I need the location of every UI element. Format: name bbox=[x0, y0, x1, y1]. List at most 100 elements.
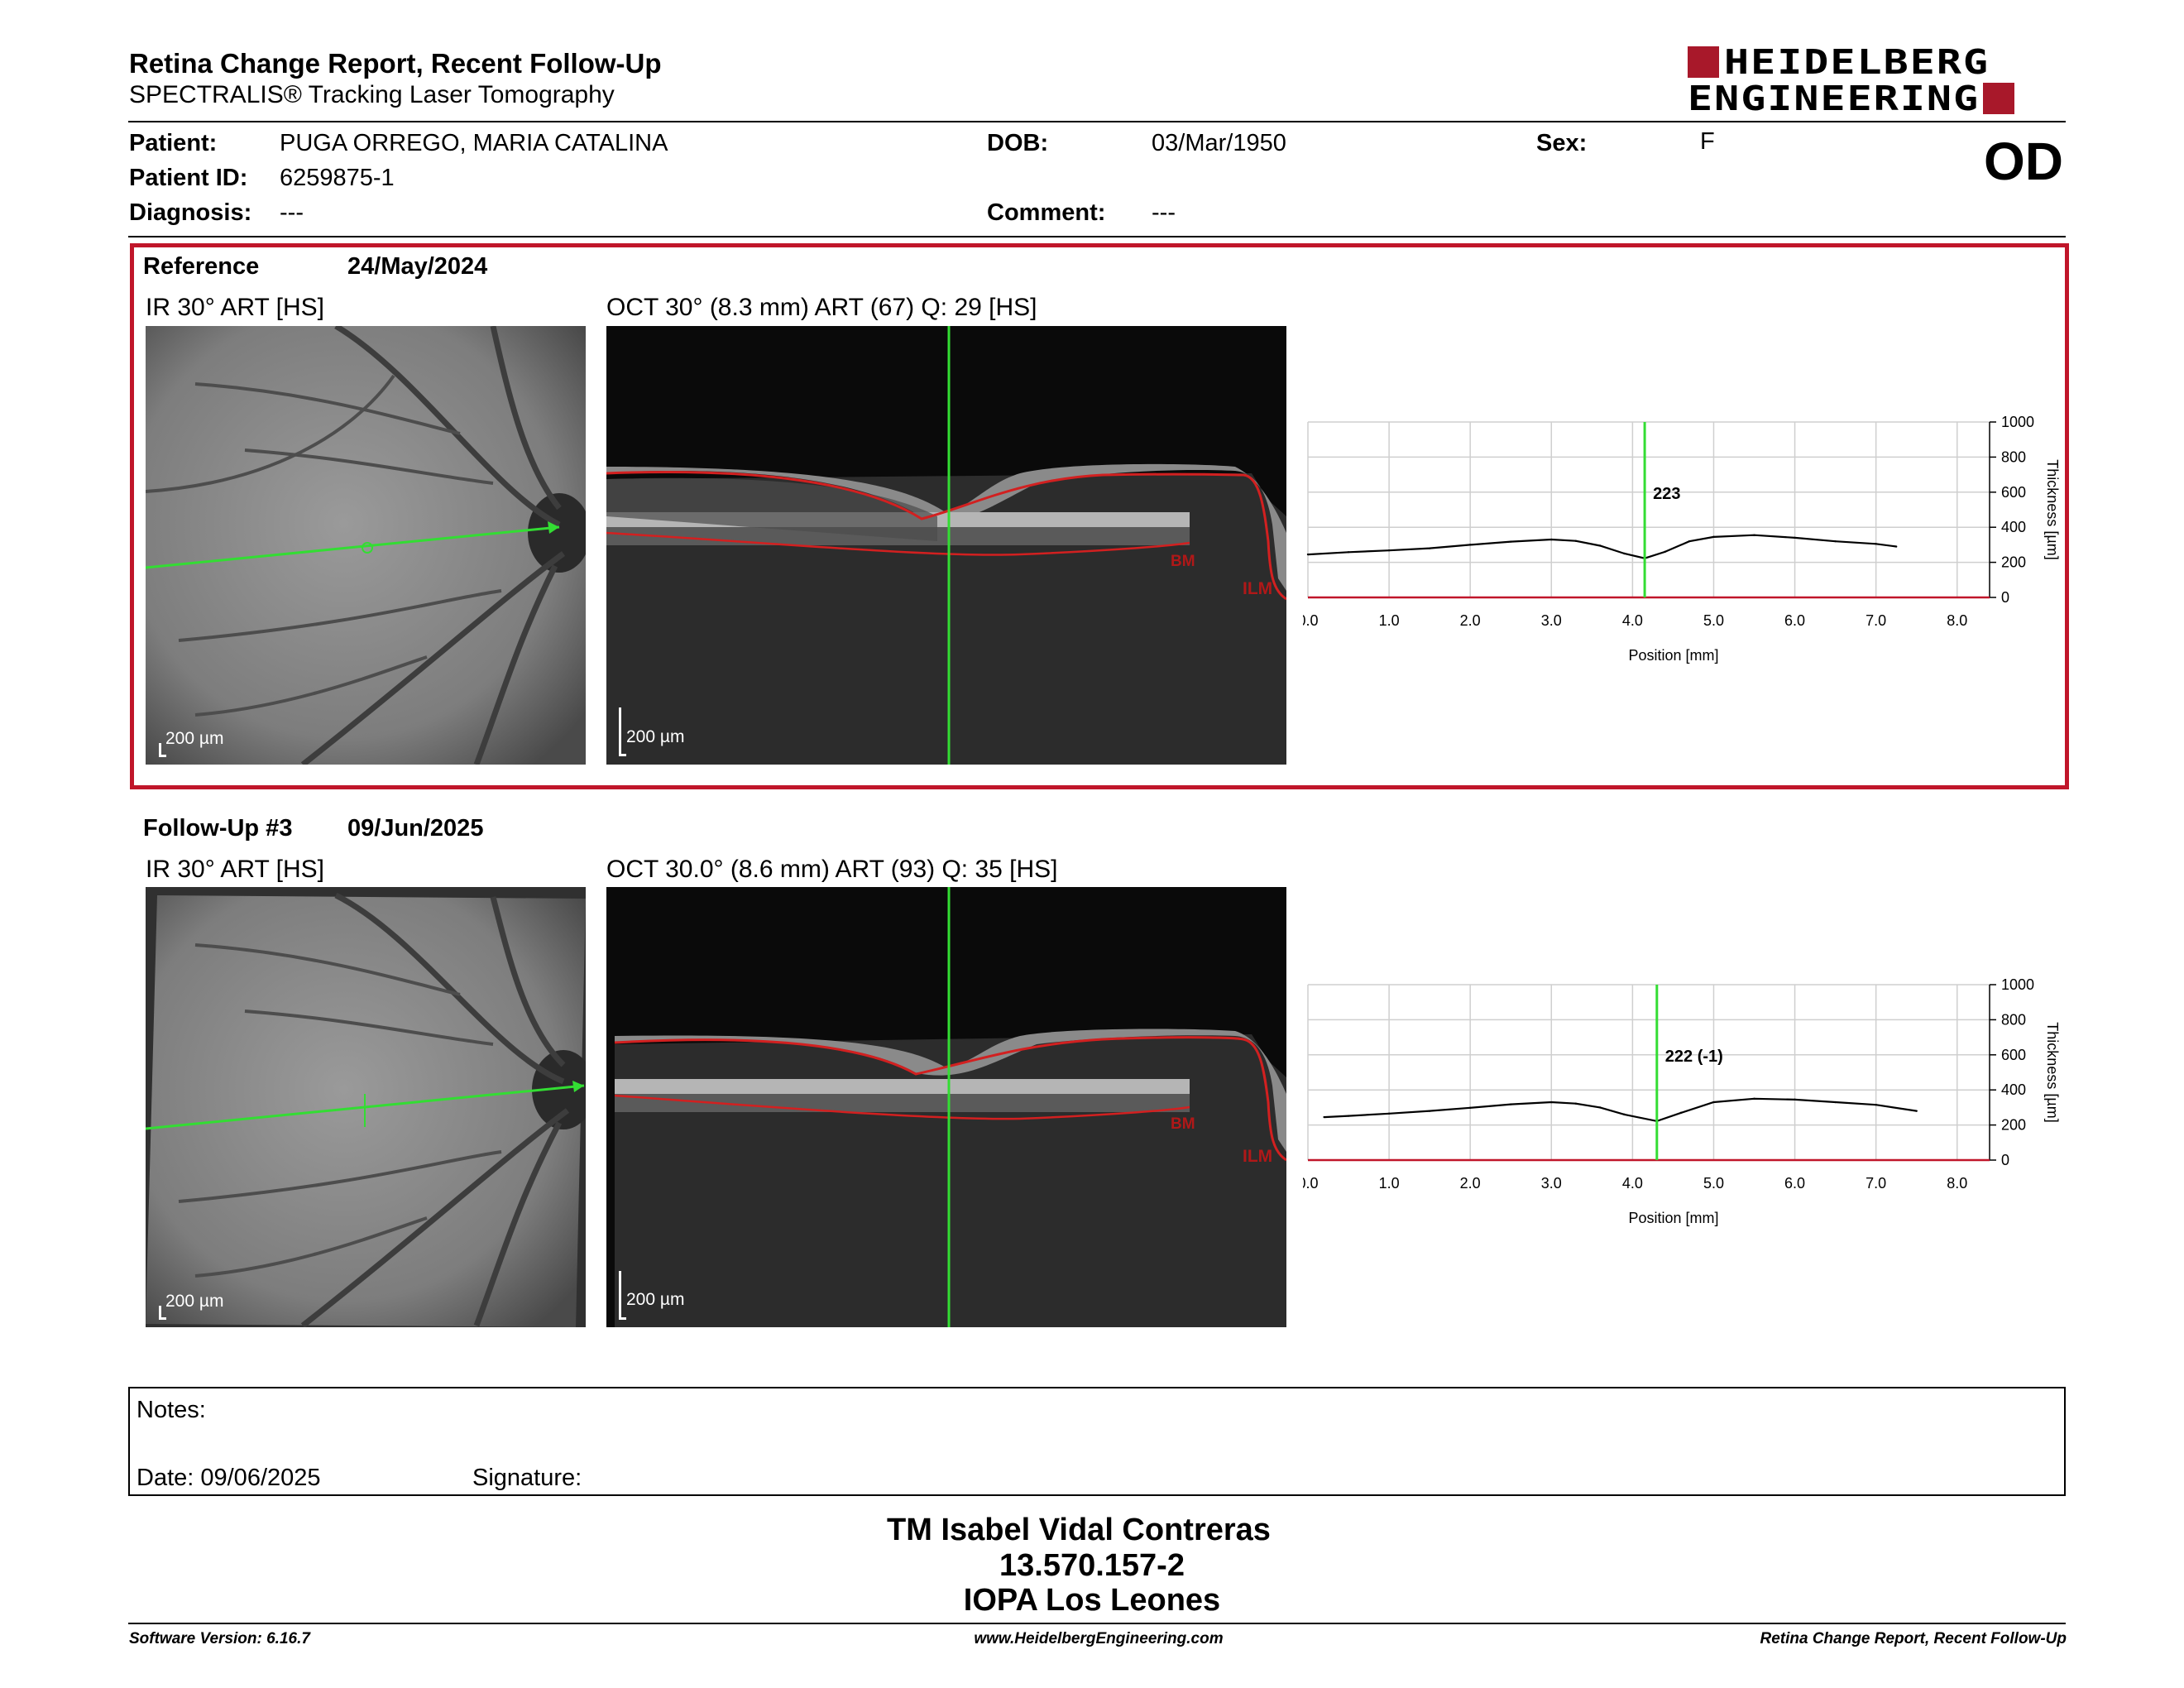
report-subtitle: SPECTRALIS® Tracking Laser Tomography bbox=[129, 81, 615, 108]
reference-ir-title: IR 30° ART [HS] bbox=[146, 294, 324, 321]
thickness-point bbox=[1598, 1106, 1602, 1109]
reference-date: 24/May/2024 bbox=[347, 253, 488, 280]
reference-oct-title: OCT 30° (8.3 mm) ART (67) Q: 29 [HS] bbox=[606, 294, 1037, 321]
patient-label: Patient: bbox=[129, 130, 218, 156]
thickness-point bbox=[1323, 1115, 1325, 1119]
thickness-point bbox=[1623, 1113, 1626, 1116]
scale-bar-icon bbox=[159, 1306, 166, 1320]
thickness-point bbox=[1688, 539, 1691, 543]
x-tick-label: 2.0 bbox=[1460, 612, 1481, 629]
thickness-series-line bbox=[1307, 534, 1897, 559]
signatory-name: TM Isabel Vidal Contreras bbox=[887, 1513, 1271, 1547]
signatory-org: IOPA Los Leones bbox=[963, 1583, 1221, 1618]
x-tick-label: 2.0 bbox=[1460, 1175, 1481, 1192]
y-tick-label: 800 bbox=[2001, 1011, 2026, 1028]
x-tick-label: 1.0 bbox=[1379, 612, 1400, 629]
y-tick-label: 1000 bbox=[2001, 976, 2034, 993]
thickness-point bbox=[1468, 544, 1472, 546]
y-axis-label: Thickness [µm] bbox=[2044, 1022, 2061, 1122]
sex-label: Sex: bbox=[1536, 130, 1588, 156]
thickness-point bbox=[1915, 1110, 1918, 1112]
x-tick-label: 8.0 bbox=[1947, 612, 1967, 629]
thickness-point bbox=[1894, 545, 1898, 548]
thickness-point bbox=[1387, 1112, 1391, 1115]
fundus-drawing bbox=[146, 892, 586, 1327]
followup-oct-scale: 200 µm bbox=[626, 1290, 685, 1309]
reference-ir-scale: 200 µm bbox=[165, 729, 224, 748]
logo-line2: ENGINEERING bbox=[1688, 79, 1980, 118]
software-version: Software Version: 6.16.7 bbox=[129, 1630, 310, 1647]
logo-square-icon bbox=[1983, 83, 2015, 114]
thickness-point bbox=[1598, 544, 1602, 547]
reference-label: Reference bbox=[143, 253, 260, 280]
diagnosis-value: --- bbox=[280, 199, 304, 226]
logo-line1: HEIDELBERG bbox=[1724, 42, 1990, 82]
followup-oct-title: OCT 30.0° (8.6 mm) ART (93) Q: 35 [HS] bbox=[606, 856, 1058, 883]
thickness-point bbox=[1550, 538, 1553, 541]
reference-oct-image bbox=[606, 326, 1286, 765]
x-tick-label: 5.0 bbox=[1703, 612, 1724, 629]
scale-bar-icon bbox=[159, 743, 166, 757]
thickness-point bbox=[1428, 547, 1431, 549]
y-tick-label: 800 bbox=[2001, 448, 2026, 465]
signature-label: Signature: bbox=[472, 1465, 582, 1491]
thickness-point bbox=[1753, 1097, 1755, 1100]
x-axis-label: Position [mm] bbox=[1628, 1210, 1718, 1226]
notes-box[interactable]: Notes: Date: 09/06/2025 Signature: bbox=[128, 1387, 2066, 1496]
x-tick-label: 1.0 bbox=[1379, 1175, 1400, 1192]
diagnosis-label: Diagnosis: bbox=[129, 199, 252, 226]
reference-ir-image bbox=[146, 326, 586, 765]
scale-bar-icon bbox=[619, 1271, 626, 1320]
comment-value: --- bbox=[1152, 199, 1176, 226]
reference-bm-label: BM bbox=[1171, 553, 1195, 570]
bscan-drawing bbox=[606, 887, 1286, 1327]
followup-bm-label: BM bbox=[1171, 1115, 1195, 1133]
signatory-id: 13.570.157-2 bbox=[999, 1548, 1185, 1583]
header-divider bbox=[128, 121, 2066, 122]
thickness-point bbox=[1664, 550, 1666, 554]
comment-label: Comment: bbox=[987, 199, 1106, 226]
logo-square-icon bbox=[1688, 46, 1719, 78]
y-tick-label: 400 bbox=[2001, 519, 2026, 535]
x-tick-label: 4.0 bbox=[1622, 612, 1643, 629]
x-tick-label: 7.0 bbox=[1866, 1175, 1886, 1192]
thickness-point bbox=[1574, 1102, 1577, 1105]
y-tick-label: 600 bbox=[2001, 1047, 2026, 1063]
y-tick-label: 200 bbox=[2001, 554, 2026, 571]
x-tick-label: 3.0 bbox=[1541, 1175, 1562, 1192]
thickness-point bbox=[1468, 1106, 1472, 1110]
thickness-series-line bbox=[1324, 1097, 1917, 1123]
reference-ilm-label: ILM bbox=[1243, 579, 1273, 598]
followup-thickness-chart: 0.0 1.0 2.0 3.0 4.0 5.0 6.0 7.0 8.0 0 200 400 600 800… bbox=[1297, 976, 2064, 1237]
patient-name: PUGA ORREGO, MARIA CATALINA bbox=[280, 130, 668, 156]
dob-label: DOB: bbox=[987, 130, 1049, 156]
y-tick-label: 600 bbox=[2001, 484, 2026, 501]
thickness-point bbox=[1794, 1098, 1796, 1101]
y-tick-label: 0 bbox=[2001, 589, 2009, 606]
y-tick-label: 1000 bbox=[2001, 414, 2034, 430]
fundus-drawing bbox=[146, 326, 586, 765]
footer-divider bbox=[128, 1623, 2066, 1624]
followup-oct-image bbox=[606, 887, 1286, 1327]
reference-thickness-chart: 0.0 1.0 2.0 3.0 4.0 5.0 6.0 7.0 8.0 0 200 400 600 800… bbox=[1297, 414, 2064, 674]
thickness-point bbox=[1347, 551, 1350, 554]
y-tick-label: 200 bbox=[2001, 1117, 2026, 1134]
x-tick-label: 6.0 bbox=[1784, 612, 1805, 629]
x-tick-label: 0.0 bbox=[1303, 1175, 1319, 1192]
y-tick-label: 400 bbox=[2001, 1081, 2026, 1098]
x-tick-label: 3.0 bbox=[1541, 612, 1562, 629]
thickness-point bbox=[1794, 536, 1796, 539]
thickness-point bbox=[1834, 539, 1837, 543]
thickness-point bbox=[1428, 1110, 1431, 1112]
dob-value: 03/Mar/1950 bbox=[1152, 130, 1286, 156]
thickness-point bbox=[1834, 1101, 1837, 1104]
report-title: Retina Change Report, Recent Follow-Up bbox=[129, 48, 662, 79]
notes-label: Notes: bbox=[136, 1397, 206, 1423]
thickness-point bbox=[1306, 553, 1310, 556]
website-link[interactable]: www.HeidelbergEngineering.com bbox=[974, 1630, 1224, 1647]
followup-ir-scale: 200 µm bbox=[165, 1292, 224, 1311]
thickness-point bbox=[1510, 540, 1512, 543]
thickness-point bbox=[1387, 549, 1391, 552]
thickness-point bbox=[1550, 1101, 1553, 1104]
patient-id: 6259875-1 bbox=[280, 165, 395, 191]
